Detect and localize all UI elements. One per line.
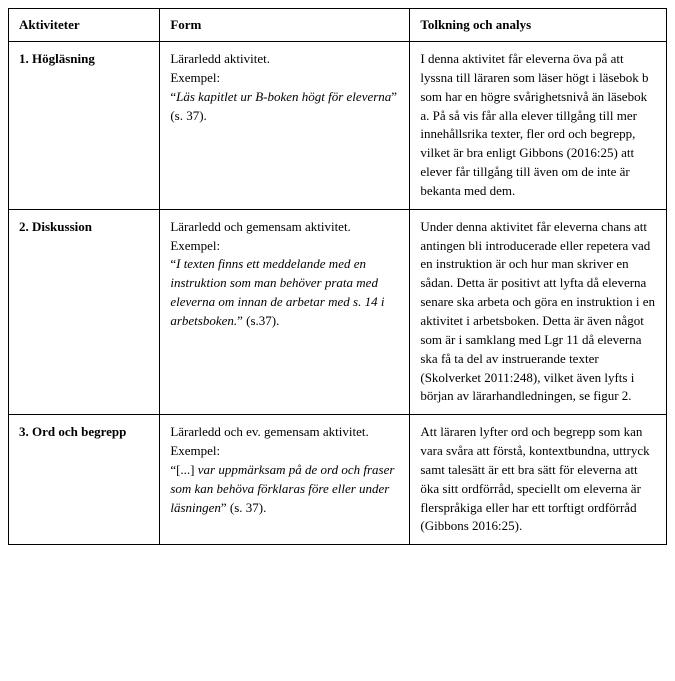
analysis-cell: Under denna aktivitet får eleverna chans…	[410, 209, 667, 414]
table-header-row: Aktiviteter Form Tolkning och analys	[9, 9, 667, 42]
form-cell: Lärarledd och gemensam aktivitet. Exempe…	[160, 209, 410, 414]
example-label: Exempel:	[170, 238, 220, 253]
activity-title: 1. Högläsning	[9, 42, 160, 210]
quote-close: ” (s. 37).	[221, 500, 267, 515]
quote-text: var uppmärksam på de ord och fraser som …	[170, 462, 394, 515]
example-label: Exempel:	[170, 443, 220, 458]
activities-table: Aktiviteter Form Tolkning och analys 1. …	[8, 8, 667, 545]
header-activities: Aktiviteter	[9, 9, 160, 42]
quote-text: Läs kapitlet ur B-boken högt för elevern…	[176, 89, 391, 104]
quote-close: ” (s.37).	[237, 313, 279, 328]
form-lead: Lärarledd aktivitet.	[170, 51, 270, 66]
table-row: 1. Högläsning Lärarledd aktivitet. Exemp…	[9, 42, 667, 210]
activity-title: 2. Diskussion	[9, 209, 160, 414]
form-lead: Lärarledd och gemensam aktivitet.	[170, 219, 350, 234]
header-analysis: Tolkning och analys	[410, 9, 667, 42]
analysis-cell: Att läraren lyfter ord och begrepp som k…	[410, 415, 667, 545]
example-label: Exempel:	[170, 70, 220, 85]
analysis-cell: I denna aktivitet får eleverna öva på at…	[410, 42, 667, 210]
quote-open: “[...]	[170, 462, 197, 477]
table-row: 3. Ord och begrepp Lärarledd och ev. gem…	[9, 415, 667, 545]
form-cell: Lärarledd och ev. gemensam aktivitet. Ex…	[160, 415, 410, 545]
header-form: Form	[160, 9, 410, 42]
activity-title: 3. Ord och begrepp	[9, 415, 160, 545]
form-lead: Lärarledd och ev. gemensam aktivitet.	[170, 424, 368, 439]
table-row: 2. Diskussion Lärarledd och gemensam akt…	[9, 209, 667, 414]
form-cell: Lärarledd aktivitet. Exempel: “Läs kapit…	[160, 42, 410, 210]
